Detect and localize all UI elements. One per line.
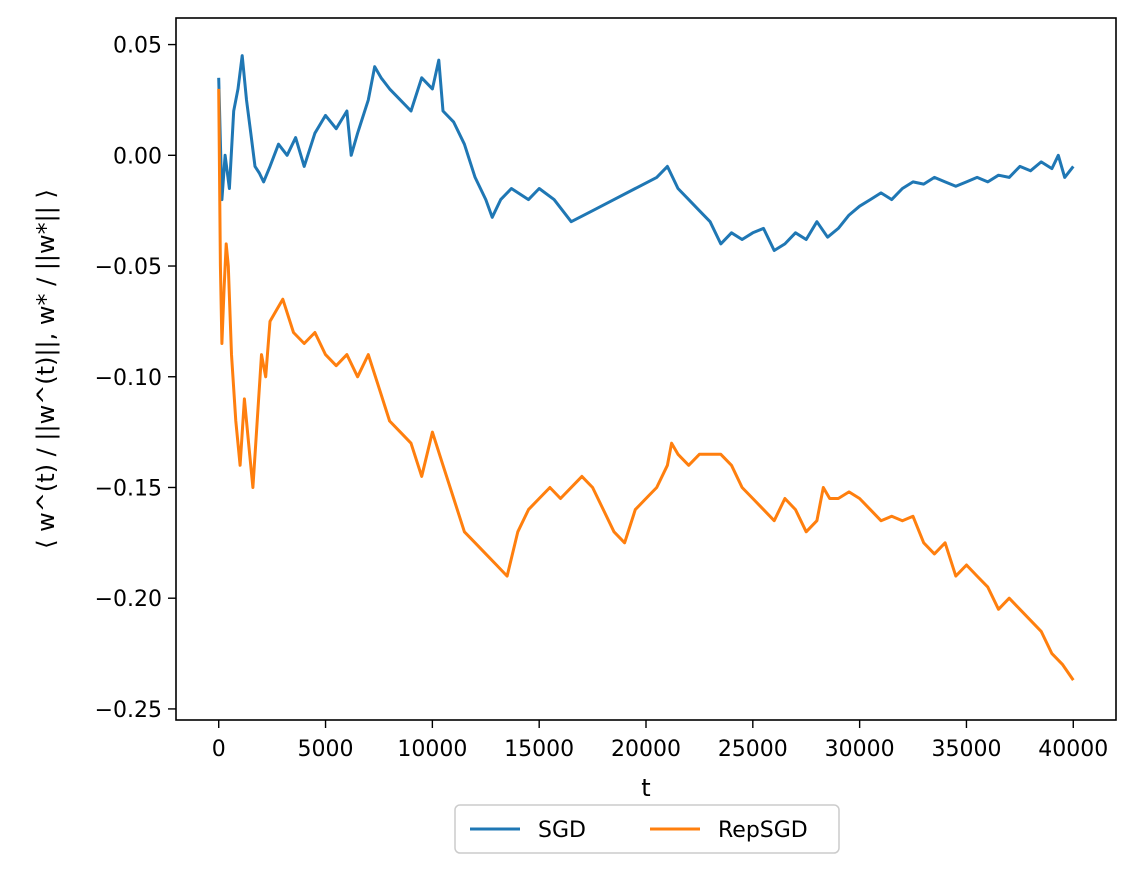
- series-line-sgd: [217, 54, 1075, 252]
- y-tick-label: −0.25: [95, 698, 162, 723]
- x-tick-label: 15000: [504, 737, 574, 762]
- x-axis-label: t: [641, 774, 650, 802]
- x-tick-label: 35000: [931, 737, 1001, 762]
- x-axis: 0 5000 10000 15000 20000 25000 30000 35000 40000: [212, 720, 1108, 762]
- series-layer: [217, 54, 1075, 681]
- legend: SGD RepSGD: [454, 804, 840, 854]
- y-axis-label: ⟨ w^(t) / ||w^(t)||, w* / ||w*|| ⟩: [32, 189, 60, 549]
- y-tick-label: −0.10: [95, 366, 162, 391]
- x-tick-label: 40000: [1038, 737, 1108, 762]
- legend-label-sgd: SGD: [538, 818, 586, 843]
- x-tick-label: 30000: [825, 737, 895, 762]
- series-line-repsgd: [217, 88, 1075, 681]
- y-tick-label: 0.00: [113, 144, 162, 169]
- x-tick-label: 10000: [397, 737, 467, 762]
- y-axis: 0.05 0.00 −0.05 −0.10 −0.15 −0.20 −0.25: [95, 34, 176, 723]
- y-tick-label: −0.20: [95, 587, 162, 612]
- y-tick-label: 0.05: [113, 34, 162, 59]
- x-tick-label: 25000: [718, 737, 788, 762]
- legend-frame: [454, 804, 840, 854]
- x-tick-label: 0: [212, 737, 226, 762]
- legend-label-repsgd: RepSGD: [718, 818, 808, 843]
- x-tick-label: 5000: [298, 737, 354, 762]
- y-tick-label: −0.15: [95, 476, 162, 501]
- y-tick-label: −0.05: [95, 255, 162, 280]
- x-tick-label: 20000: [611, 737, 681, 762]
- plot-area-frame: [175, 17, 1117, 721]
